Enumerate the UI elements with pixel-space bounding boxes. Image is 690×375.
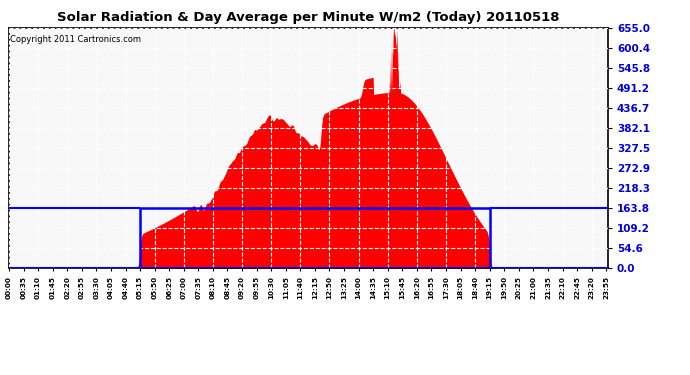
- Bar: [140, 208, 490, 268]
- Text: Solar Radiation & Day Average per Minute W/m2 (Today) 20110518: Solar Radiation & Day Average per Minute…: [57, 11, 560, 24]
- Text: Copyright 2011 Cartronics.com: Copyright 2011 Cartronics.com: [10, 35, 141, 44]
